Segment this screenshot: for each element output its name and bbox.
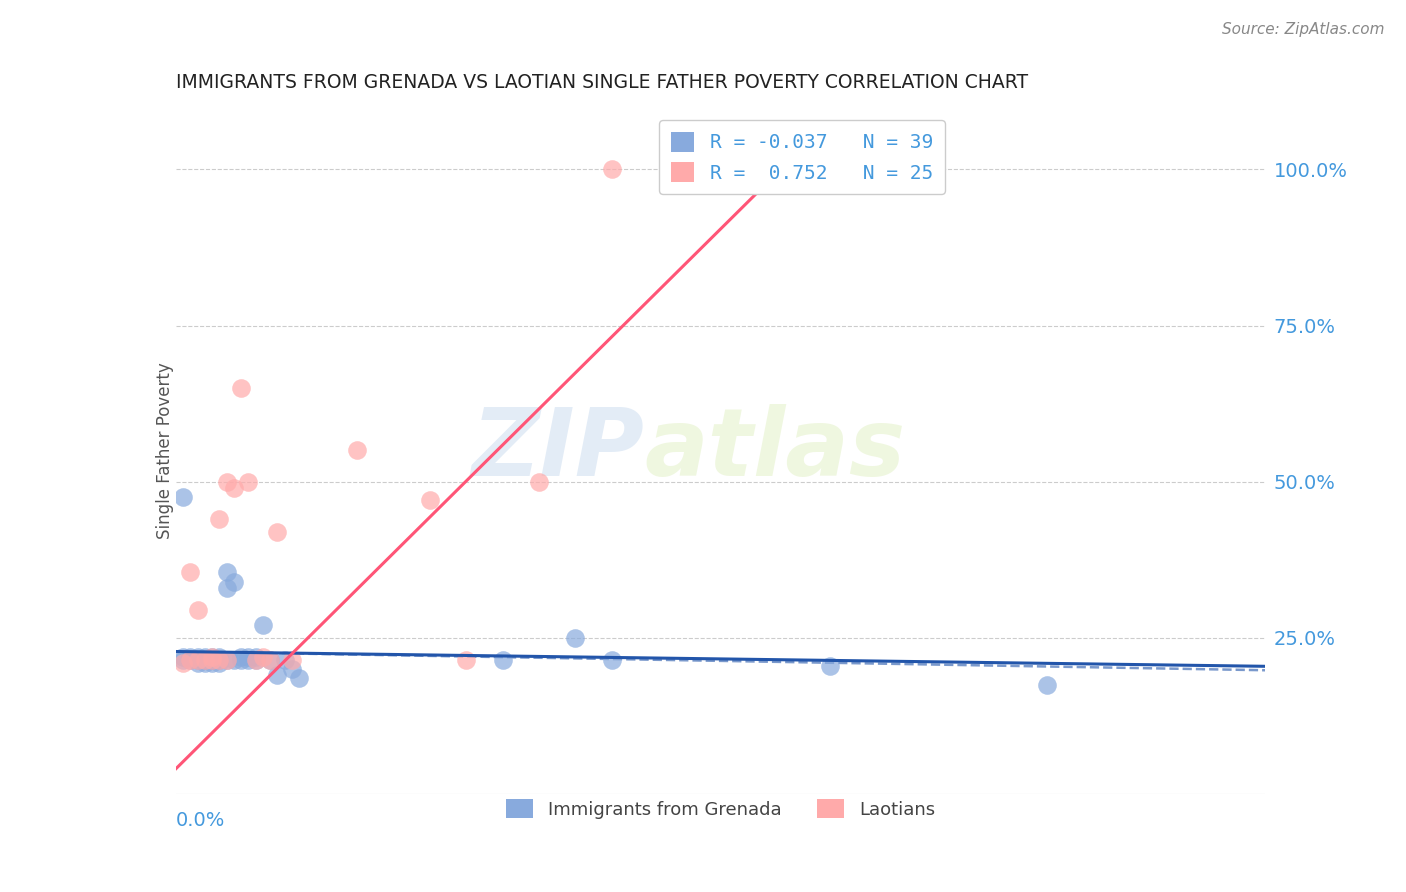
Point [194, 653, 217, 667]
Point [259, 653, 281, 667]
Point [1036, 678, 1059, 692]
Point [215, 475, 238, 489]
Point [186, 653, 209, 667]
Point [201, 653, 224, 667]
Point [492, 653, 515, 667]
Point [818, 658, 841, 673]
Point [186, 603, 209, 617]
Point [208, 653, 231, 667]
Point [274, 653, 297, 667]
Point [238, 475, 260, 489]
Point [215, 653, 238, 667]
Point [201, 653, 224, 667]
Text: 0.0%: 0.0% [176, 811, 225, 830]
Point [238, 653, 260, 667]
Point [222, 653, 245, 667]
Point [208, 653, 231, 667]
Point [231, 653, 253, 667]
Point [600, 653, 623, 667]
Point [194, 649, 217, 664]
Point [186, 653, 209, 667]
Point [818, 162, 841, 177]
Point [600, 162, 623, 177]
Point [172, 656, 194, 670]
Point [231, 381, 253, 395]
Point [245, 653, 267, 667]
Point [245, 653, 267, 667]
Point [245, 649, 267, 664]
Text: Source: ZipAtlas.com: Source: ZipAtlas.com [1222, 22, 1385, 37]
Point [194, 656, 217, 670]
Text: atlas: atlas [644, 404, 905, 497]
Point [215, 653, 238, 667]
Point [186, 649, 209, 664]
Legend: Immigrants from Grenada, Laotians: Immigrants from Grenada, Laotians [499, 792, 942, 826]
Point [238, 649, 260, 664]
Point [208, 512, 231, 526]
Point [194, 653, 217, 667]
Point [179, 649, 201, 664]
Point [222, 574, 245, 589]
Point [266, 668, 288, 682]
Point [259, 653, 281, 667]
Point [172, 491, 194, 505]
Text: IMMIGRANTS FROM GRENADA VS LAOTIAN SINGLE FATHER POVERTY CORRELATION CHART: IMMIGRANTS FROM GRENADA VS LAOTIAN SINGL… [176, 72, 1028, 92]
Point [419, 493, 441, 508]
Point [527, 475, 550, 489]
Point [201, 656, 224, 670]
Point [215, 566, 238, 580]
Y-axis label: Single Father Poverty: Single Father Poverty [156, 362, 173, 539]
Point [252, 618, 274, 632]
Point [281, 653, 304, 667]
Point [172, 649, 194, 664]
Point [231, 649, 253, 664]
Point [179, 653, 201, 667]
Point [346, 443, 368, 458]
Point [215, 581, 238, 595]
Point [281, 662, 304, 676]
Point [288, 671, 311, 685]
Point [456, 653, 478, 667]
Point [201, 649, 224, 664]
Point [564, 631, 586, 645]
Point [179, 653, 201, 667]
Point [222, 481, 245, 495]
Text: ZIP: ZIP [471, 404, 644, 497]
Point [208, 656, 231, 670]
Point [208, 649, 231, 664]
Point [172, 653, 194, 667]
Point [179, 566, 201, 580]
Point [186, 656, 209, 670]
Point [266, 524, 288, 539]
Point [252, 649, 274, 664]
Point [201, 653, 224, 667]
Point [201, 649, 224, 664]
